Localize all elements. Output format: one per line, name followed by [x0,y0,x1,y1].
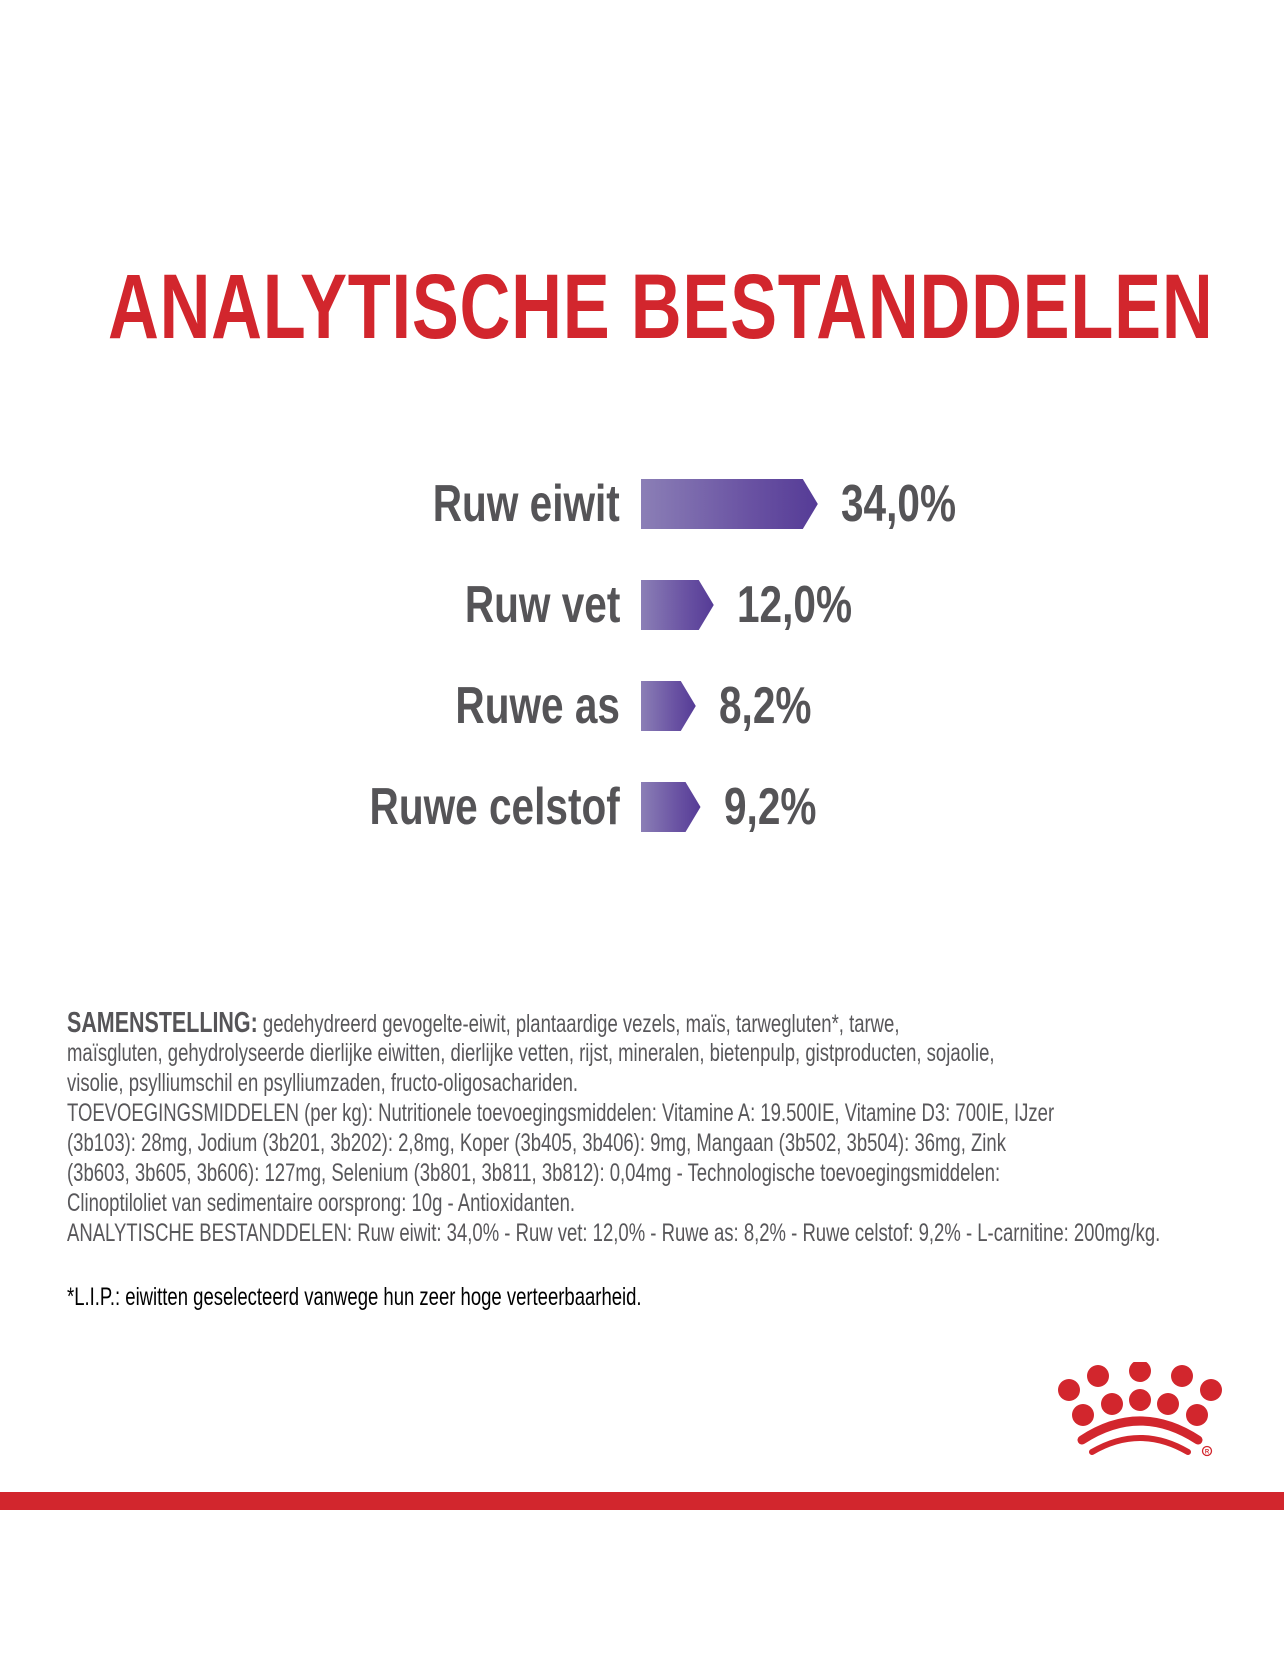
category-label: Ruwe celstof [369,778,620,836]
page-title: ANALYTISCHE BESTANDDELEN [108,261,1213,353]
composition-line: visolie, psylliumschil en psylliumzaden,… [67,1069,579,1097]
bar [641,580,714,630]
composition-line-text: gedehydreerd gevogelte-eiwit, plantaardi… [262,1010,900,1038]
svg-text:R: R [1205,1450,1210,1456]
royal-canin-crown-logo: R [1058,1362,1222,1457]
analytical-line: ANALYTISCHE BESTANDDELEN: Ruw eiwit: 34,… [67,1219,1161,1247]
bar [641,782,701,832]
chart-row: Ruwe celstof 9,2% [0,777,1284,837]
additives-line: Clinoptiloliet van sedimentaire oorspron… [67,1189,576,1217]
chart-row: Ruwe as 8,2% [0,676,1284,736]
footnote: *L.I.P.: eiwitten geselecteerd vanwege h… [67,1282,843,1312]
category-label: Ruw vet [464,576,620,634]
title-text: ANALYTISCHE BESTANDDELEN [108,256,1214,358]
additives-line: TOEVOEGINGSMIDDELEN (per kg): Nutritione… [67,1099,1055,1127]
value-label: 8,2% [718,677,812,735]
composition-heading: SAMENSTELLING: [67,1007,258,1039]
composition-line: SAMENSTELLING: gedehydreerd gevogelte-ei… [67,1008,925,1038]
category-label: Ruwe as [455,677,620,735]
category-label: Ruw eiwit [432,475,620,533]
value-label: 34,0% [840,475,956,533]
composition-line: maïsgluten, gehydrolyseerde dierlijke ei… [67,1039,995,1067]
additives-line: (3b603, 3b605, 3b606): 127mg, Selenium (… [67,1159,1001,1187]
chart-row: Ruw vet 12,0% [0,575,1284,635]
composition-text: SAMENSTELLING: gedehydreerd gevogelte-ei… [67,1008,1227,1248]
bar [641,479,818,529]
value-label: 12,0% [736,576,852,634]
additives-line: (3b103): 28mg, Jodium (3b201, 3b202): 2,… [67,1129,1006,1157]
value-label: 9,2% [723,778,816,836]
chart-row: Ruw eiwit 34,0% [0,474,1284,534]
brand-red-stripe [0,1492,1284,1510]
footnote-text: *L.I.P.: eiwitten geselecteerd vanwege h… [67,1283,642,1311]
bar [641,681,696,731]
